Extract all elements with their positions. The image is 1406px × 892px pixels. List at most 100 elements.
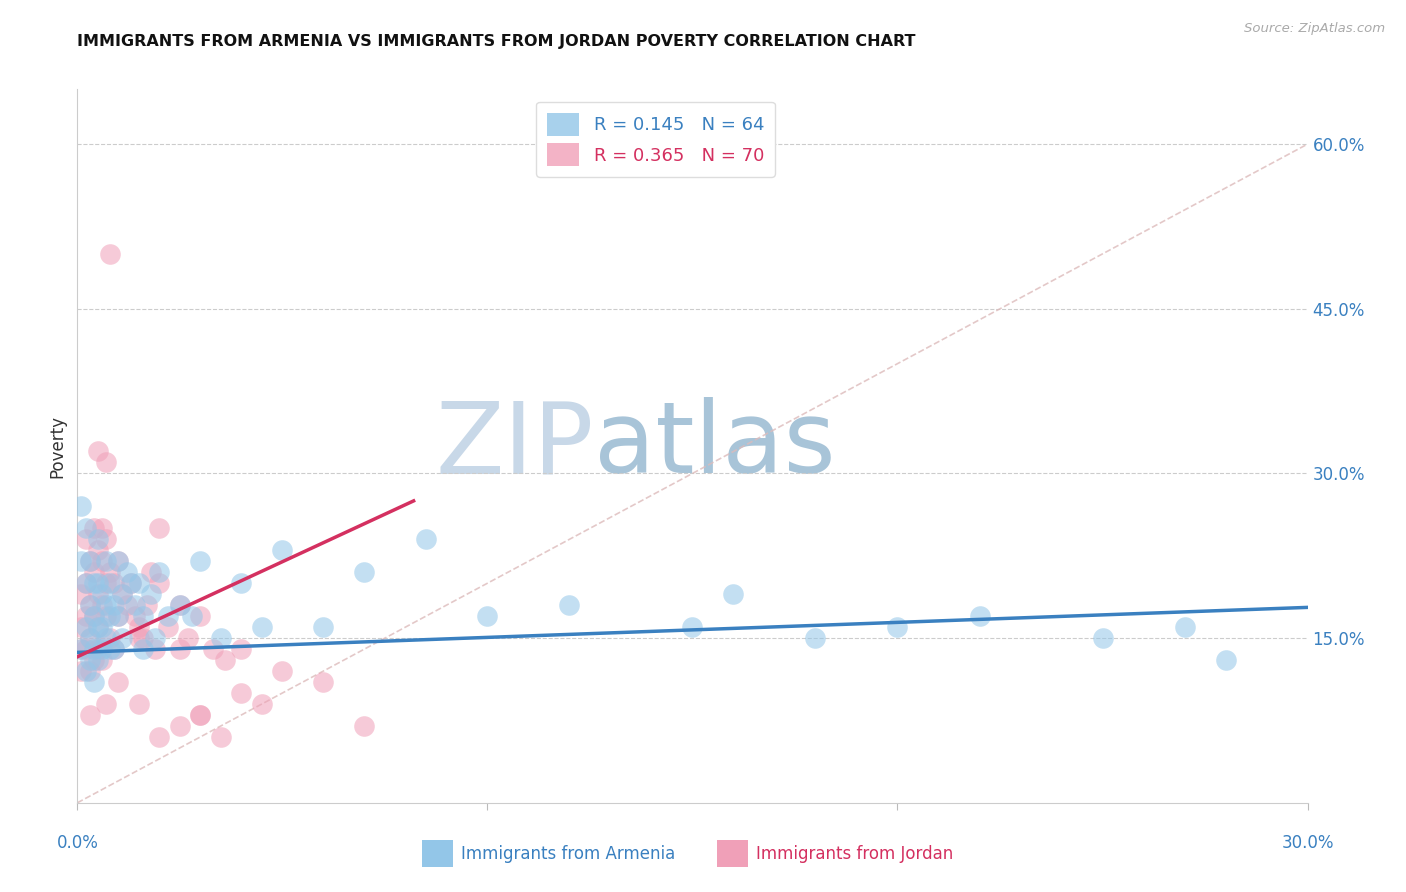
Point [70, 664, 93, 678]
Point [141, 587, 163, 601]
Point [87, 642, 110, 657]
Point [969, 609, 991, 624]
Point [156, 609, 179, 624]
Point [79, 664, 101, 678]
Point [98, 631, 121, 645]
Point [143, 642, 166, 657]
Point [148, 730, 170, 744]
Point [94, 631, 117, 645]
Text: Source: ZipAtlas.com: Source: ZipAtlas.com [1244, 22, 1385, 36]
Point [1174, 620, 1197, 634]
Point [87, 620, 110, 634]
Point [94, 554, 117, 568]
Point [98, 576, 121, 591]
Point [83, 675, 105, 690]
Point [103, 576, 125, 591]
Point [87, 587, 110, 601]
Point [70, 587, 93, 601]
Point [111, 587, 134, 601]
Point [70, 500, 93, 514]
Point [132, 631, 155, 645]
Point [70, 642, 93, 657]
Point [107, 609, 129, 624]
Point [111, 587, 134, 601]
Point [209, 730, 232, 744]
Point [201, 642, 224, 657]
Point [111, 631, 134, 645]
Point [124, 609, 146, 624]
Point [83, 653, 105, 667]
Text: atlas: atlas [595, 398, 835, 494]
Point [120, 576, 142, 591]
Point [75, 533, 97, 547]
Point [103, 598, 125, 612]
Point [188, 708, 212, 723]
Point [177, 631, 200, 645]
Point [79, 598, 101, 612]
Point [1091, 631, 1114, 645]
Point [156, 620, 179, 634]
Point [83, 609, 105, 624]
Point [231, 642, 253, 657]
Point [87, 576, 110, 591]
Point [94, 598, 117, 612]
Point [79, 598, 101, 612]
Text: IMMIGRANTS FROM ARMENIA VS IMMIGRANTS FROM JORDAN POVERTY CORRELATION CHART: IMMIGRANTS FROM ARMENIA VS IMMIGRANTS FR… [77, 34, 915, 49]
Point [75, 576, 97, 591]
Point [250, 697, 273, 711]
Point [83, 521, 105, 535]
Point [141, 566, 163, 580]
Point [83, 576, 105, 591]
Point [148, 521, 170, 535]
Point [83, 609, 105, 624]
Point [83, 566, 105, 580]
Point [415, 533, 437, 547]
Point [312, 675, 335, 690]
Point [70, 554, 93, 568]
Point [148, 566, 170, 580]
Point [79, 631, 101, 645]
Point [143, 631, 166, 645]
Text: Immigrants from Armenia: Immigrants from Armenia [461, 845, 675, 863]
Point [132, 642, 155, 657]
Point [103, 642, 125, 657]
Point [477, 609, 499, 624]
Point [87, 543, 110, 558]
Point [1215, 653, 1237, 667]
Point [169, 719, 191, 733]
Point [94, 455, 117, 469]
Point [188, 708, 212, 723]
Point [98, 566, 121, 580]
Point [136, 598, 159, 612]
Point [75, 576, 97, 591]
Point [90, 642, 114, 657]
Point [723, 587, 745, 601]
Point [188, 609, 212, 624]
Point [98, 642, 121, 657]
Point [148, 576, 170, 591]
Point [353, 719, 375, 733]
Text: 0.0%: 0.0% [56, 834, 98, 852]
Point [98, 609, 121, 624]
Point [107, 609, 129, 624]
Point [87, 620, 110, 634]
Y-axis label: Poverty: Poverty [48, 415, 66, 477]
Point [90, 521, 114, 535]
Point [83, 642, 105, 657]
Point [271, 664, 294, 678]
Point [75, 521, 97, 535]
Legend: R = 0.145   N = 64, R = 0.365   N = 70: R = 0.145 N = 64, R = 0.365 N = 70 [536, 102, 775, 178]
Text: ZIP: ZIP [436, 398, 595, 494]
Point [209, 631, 232, 645]
Point [90, 598, 114, 612]
Point [90, 554, 114, 568]
Point [75, 620, 97, 634]
Point [115, 598, 138, 612]
Point [94, 697, 117, 711]
Point [271, 543, 294, 558]
Point [94, 533, 117, 547]
Point [79, 631, 101, 645]
Point [128, 576, 150, 591]
Point [75, 642, 97, 657]
Point [214, 653, 236, 667]
